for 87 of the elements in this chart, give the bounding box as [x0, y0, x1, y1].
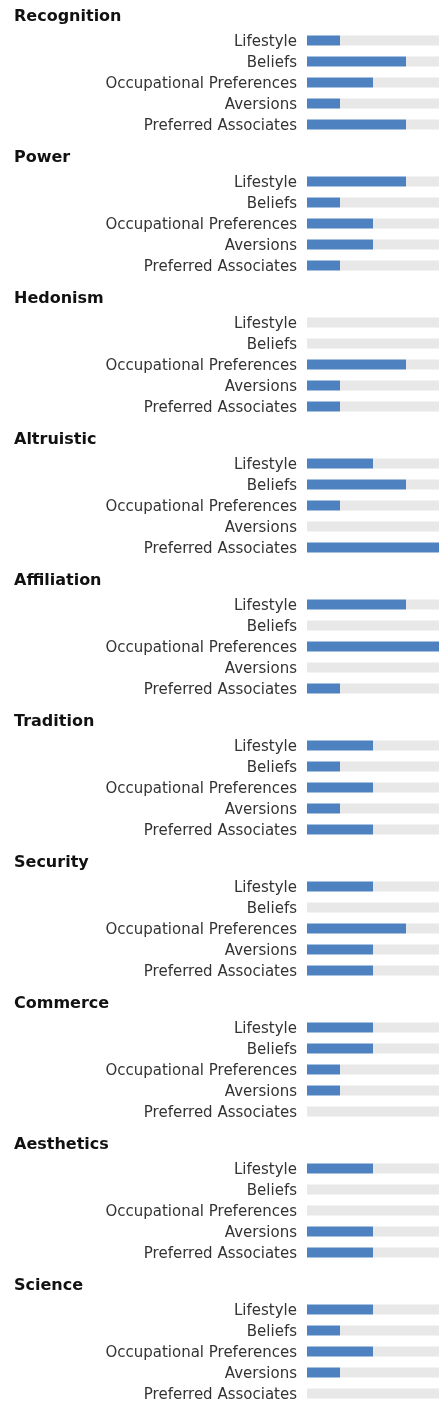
bar	[373, 77, 439, 88]
y-tick-label: Aversions	[224, 376, 298, 395]
y-tick-label: Aversions	[224, 1081, 298, 1100]
text: Tradition	[14, 710, 95, 730]
y-tick-label: Lifestyle	[233, 31, 297, 50]
text: Altruistic	[14, 428, 97, 448]
y-tick-label: Lifestyle	[233, 595, 297, 614]
y-tick-label: Occupational Preferences	[105, 778, 298, 797]
y-tick-label: Preferred Associates	[143, 115, 298, 134]
bar	[307, 98, 340, 109]
y-tick-label: Lifestyle	[233, 1159, 297, 1178]
bar	[373, 218, 439, 229]
y-tick-label: Preferred Associates	[143, 820, 298, 839]
bar	[373, 458, 439, 469]
bar	[307, 479, 406, 490]
y-tick-label: Beliefs	[246, 1180, 298, 1199]
bar	[307, 176, 406, 187]
y-tick-label: Beliefs	[246, 1039, 298, 1058]
y-tick-label: Occupational Preferences	[105, 919, 298, 938]
y-tick-label: Aversions	[224, 235, 298, 254]
text: Power	[14, 146, 71, 166]
y-tick-label: Beliefs	[246, 898, 298, 917]
y-tick-label: Beliefs	[246, 193, 298, 212]
text: Affiliation	[14, 569, 102, 589]
bar	[307, 260, 340, 271]
bar	[307, 500, 340, 511]
y-tick-label: Preferred Associates	[143, 397, 298, 416]
y-tick-label: Lifestyle	[233, 313, 297, 332]
y-tick-label: Aversions	[224, 940, 298, 959]
y-tick-label: Lifestyle	[233, 172, 297, 191]
bar	[340, 98, 439, 109]
bar	[307, 35, 340, 46]
bar	[340, 260, 439, 271]
y-tick-label: Lifestyle	[233, 1300, 297, 1319]
y-tick-label: Preferred Associates	[143, 1243, 298, 1262]
y-tick-label: Aversions	[224, 1222, 298, 1241]
bar	[406, 119, 439, 130]
y-tick-label: Aversions	[224, 658, 298, 677]
bar	[307, 56, 406, 67]
y-tick-label: Aversions	[224, 517, 298, 536]
bar	[340, 197, 439, 208]
y-tick-label: Aversions	[224, 1363, 298, 1382]
bar	[307, 197, 340, 208]
y-tick-label: Occupational Preferences	[105, 1342, 298, 1361]
bar	[307, 218, 373, 229]
text: Hedonism	[14, 287, 104, 307]
y-tick-label: Beliefs	[246, 475, 298, 494]
bar	[307, 458, 373, 469]
y-tick-label: Preferred Associates	[143, 961, 298, 980]
bar	[406, 479, 439, 490]
y-tick-label: Occupational Preferences	[105, 214, 298, 233]
y-tick-label: Beliefs	[246, 616, 298, 635]
bar	[307, 77, 373, 88]
y-tick-label: Preferred Associates	[143, 256, 298, 275]
text: Recognition	[14, 5, 122, 25]
bar	[307, 119, 406, 130]
y-tick-label: Preferred Associates	[143, 1384, 298, 1403]
y-tick-label: Preferred Associates	[143, 679, 298, 698]
y-tick-label: Occupational Preferences	[105, 496, 298, 515]
y-tick-label: Lifestyle	[233, 454, 297, 473]
bar	[307, 542, 439, 553]
bar	[406, 56, 439, 67]
text: Commerce	[14, 992, 110, 1012]
y-tick-label: Lifestyle	[233, 1018, 297, 1037]
y-tick-label: Preferred Associates	[143, 538, 298, 557]
bar	[340, 500, 439, 511]
text: Security	[14, 851, 90, 871]
y-tick-label: Occupational Preferences	[105, 1201, 298, 1220]
y-tick-label: Lifestyle	[233, 877, 297, 896]
y-tick-label: Lifestyle	[233, 736, 297, 755]
y-tick-label: Beliefs	[246, 334, 298, 353]
text: Aesthetics	[14, 1133, 109, 1153]
y-tick-label: Beliefs	[246, 52, 298, 71]
text: Science	[14, 1274, 84, 1294]
bar	[406, 176, 439, 187]
y-tick-label: Aversions	[224, 94, 298, 113]
y-tick-label: Beliefs	[246, 1321, 298, 1340]
y-tick-label: Beliefs	[246, 757, 298, 776]
y-tick-label: Occupational Preferences	[105, 1060, 298, 1079]
bar	[373, 239, 439, 250]
bar	[307, 239, 373, 250]
y-tick-label: Preferred Associates	[143, 1102, 298, 1121]
bar	[340, 35, 439, 46]
y-tick-label: Occupational Preferences	[105, 73, 298, 92]
y-tick-label: Occupational Preferences	[105, 355, 298, 374]
y-tick-label: Aversions	[224, 799, 298, 818]
y-tick-label: Occupational Preferences	[105, 637, 298, 656]
